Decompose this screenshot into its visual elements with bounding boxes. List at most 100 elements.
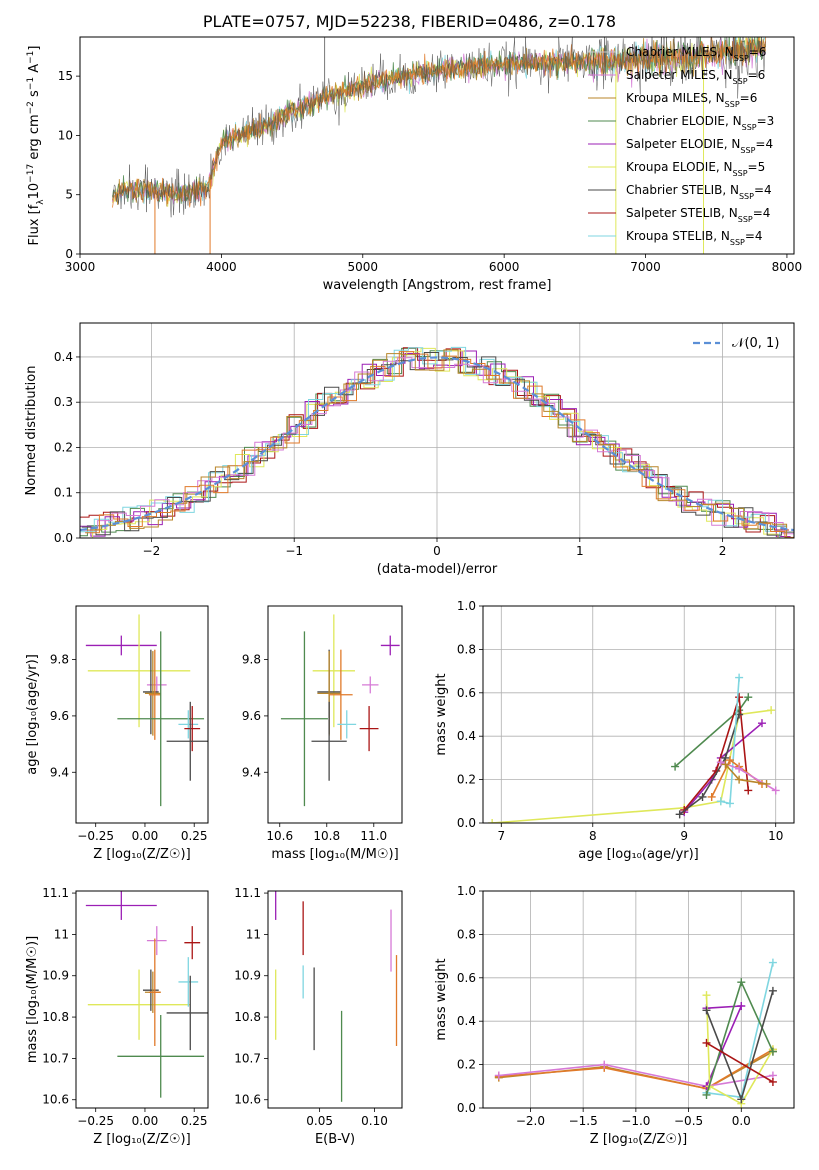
- massweight-series: [683, 696, 750, 811]
- y-tick-label: 1.0: [457, 884, 476, 898]
- histogram-series: [81, 352, 794, 536]
- x-tick-label: 10.8: [313, 829, 340, 843]
- x-axis-label: Z [log₁₀(Z/Z☉)]: [93, 847, 190, 862]
- data-point: [735, 673, 744, 682]
- plot-area: [112, 37, 767, 254]
- legend-label: Salpeter STELIB, NSSP=4: [626, 206, 770, 224]
- data-point: [768, 958, 777, 967]
- y-tick-label: 10.6: [42, 1093, 69, 1107]
- legend-label: Kroupa STELIB, NSSP=4: [626, 229, 763, 247]
- x-tick-label: −1.0: [621, 1114, 650, 1128]
- x-tick-label: 8: [589, 829, 597, 843]
- plot-area: [488, 673, 780, 823]
- data-point: [737, 978, 746, 987]
- panel-massweight_vs_Z: −2.0 −1.5 −1.0 −0.5 0.0 0.0 0.2 0.4 0.6 0.8 1.0 Z […: [434, 884, 795, 1147]
- legend-label: Chabrier STELIB, NSSP=4: [626, 183, 772, 201]
- data-point: [721, 760, 730, 769]
- data-point: [725, 756, 734, 765]
- plot-area: [85, 614, 208, 807]
- data-point: [488, 819, 497, 823]
- y-tick-label: 9.4: [242, 765, 261, 779]
- y-tick-label: 0.2: [457, 773, 476, 787]
- panel-massweight_vs_age: 7 8 9 10 0.0 0.2 0.4 0.6 0.8 1.0 age [log₁₀(age/yr…: [434, 599, 795, 862]
- panel-residuals: −2 −1 0 1 2 0.0 0.1 0.2 0.3 0.4 (data-model)/error…: [24, 322, 795, 577]
- data-point: [716, 797, 725, 806]
- y-axis-label: age [log₁₀(age/yr)]: [25, 654, 40, 775]
- x-tick-label: −0.5: [674, 1114, 703, 1128]
- y-axis-label: mass weight: [434, 673, 449, 755]
- x-tick-label: 3000: [65, 260, 96, 274]
- x-tick-label: 1: [576, 544, 584, 558]
- x-tick-label: 0.10: [361, 1114, 388, 1128]
- data-point: [757, 719, 766, 728]
- legend-label: Chabrier ELODIE, NSSP=3: [626, 114, 774, 132]
- y-tick-label: 11.1: [234, 886, 261, 900]
- x-tick-label: 5000: [347, 260, 378, 274]
- massweight-series: [498, 1048, 774, 1090]
- legend-label: Kroupa ELODIE, NSSP=5: [626, 160, 765, 178]
- y-tick-label: 10.9: [42, 969, 69, 983]
- data-point: [737, 1095, 746, 1104]
- x-tick-label: 9: [680, 829, 688, 843]
- y-tick-label: 5: [65, 188, 73, 202]
- x-tick-label: 10.6: [266, 829, 293, 843]
- x-tick-label: −0.25: [77, 1114, 114, 1128]
- x-tick-label: 0.25: [181, 1114, 208, 1128]
- legend-label: Salpeter ELODIE, NSSP=4: [626, 137, 773, 155]
- x-tick-label: 7000: [630, 260, 661, 274]
- y-tick-label: 10.6: [234, 1093, 261, 1107]
- y-axis-label: mass weight: [434, 958, 449, 1040]
- massweight-series: [705, 995, 774, 1105]
- massweight-series: [705, 979, 774, 1096]
- panel-age_vs_mass: 10.6 10.8 11.0 9.4 9.6 9.8 mass [log₁₀(M/M☉)]: [242, 605, 403, 862]
- y-tick-label: 10.8: [234, 1010, 261, 1024]
- x-tick-label: −0.25: [77, 829, 114, 843]
- y-tick-label: 0: [65, 247, 73, 261]
- x-axis-label: E(B-V): [315, 1132, 355, 1147]
- axes-frame: [482, 605, 795, 824]
- y-tick-label: 9.8: [50, 653, 69, 667]
- legend: Chabrier MILES, NSSP=6 Salpeter MILES, NS…: [588, 45, 774, 247]
- x-tick-label: 0.00: [132, 829, 159, 843]
- data-point: [735, 764, 744, 773]
- y-tick-label: 0.8: [457, 927, 476, 941]
- panel-mass_vs_EBV: 0.05 0.10 10.6 10.7 10.8 10.9 11 11.1 E(B-V): [234, 886, 403, 1147]
- y-tick-label: 0.2: [54, 440, 73, 454]
- data-point: [494, 1071, 503, 1080]
- y-tick-label: 15: [58, 69, 73, 83]
- x-tick-label: 0.0: [732, 1114, 751, 1128]
- y-tick-label: 0.0: [457, 816, 476, 830]
- x-axis-label: wavelength [Angstrom, rest frame]: [323, 278, 552, 293]
- x-axis-label: (data-model)/error: [377, 562, 498, 577]
- y-tick-label: 0.8: [457, 642, 476, 656]
- legend-label: Chabrier MILES, NSSP=6: [626, 45, 766, 63]
- data-point: [675, 810, 684, 819]
- data-point: [767, 706, 776, 715]
- axes-frame: [267, 605, 403, 824]
- massweight-series: [679, 714, 740, 815]
- axes-frame: [75, 890, 209, 1109]
- x-tick-label: −2.0: [516, 1114, 545, 1128]
- axes-frame: [79, 322, 795, 539]
- spectrum-series: [112, 37, 766, 218]
- panel-mass_vs_Z: −0.25 0.00 0.25 10.6 10.7 10.8 10.9 11 11.1 Z [lo…: [25, 886, 209, 1147]
- y-tick-label: 1.0: [457, 599, 476, 613]
- y-tick-label: 0.1: [54, 486, 73, 500]
- data-point: [771, 786, 780, 795]
- x-tick-label: 0.00: [132, 1114, 159, 1128]
- y-tick-label: 9.8: [242, 653, 261, 667]
- data-point: [702, 991, 711, 1000]
- x-tick-label: 4000: [206, 260, 237, 274]
- y-tick-label: 0.3: [54, 395, 73, 409]
- data-point: [768, 1077, 777, 1086]
- data-point: [702, 1038, 711, 1047]
- y-tick-label: 10: [58, 128, 73, 142]
- x-tick-label: 0.25: [181, 829, 208, 843]
- y-tick-label: 0.4: [54, 350, 73, 364]
- panel-age_vs_Z: −0.25 0.00 0.25 9.4 9.6 9.8 Z [log₁₀(Z/Z☉)] age…: [25, 605, 209, 862]
- y-tick-label: 9.6: [242, 709, 261, 723]
- y-axis-label: Flux [fλ10−17 erg cm−2 s−1 A−1]: [26, 46, 46, 246]
- x-tick-label: 2: [719, 544, 727, 558]
- y-tick-label: 10.7: [42, 1051, 69, 1065]
